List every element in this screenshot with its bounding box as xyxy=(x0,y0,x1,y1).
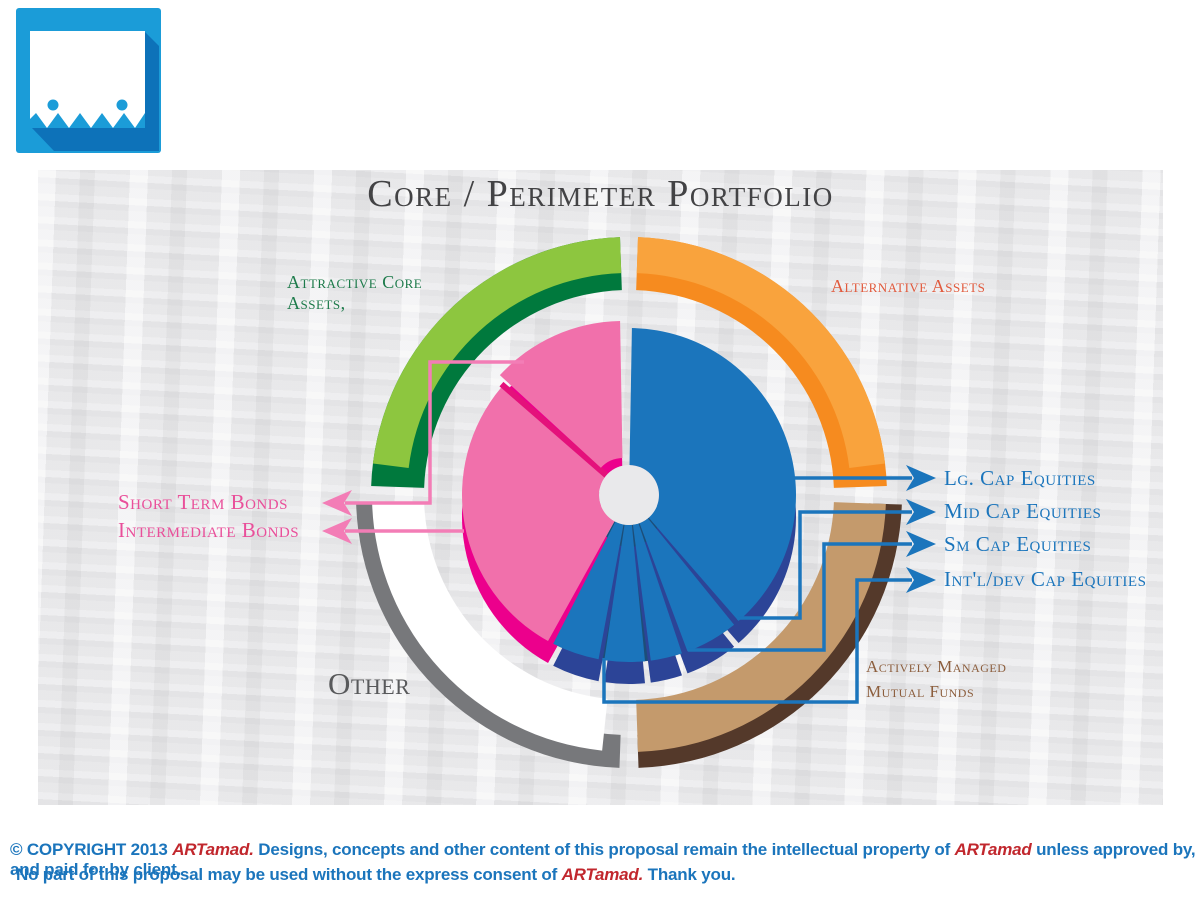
callout-line-intl-cap xyxy=(602,578,912,704)
copyright-line-2: No part of this proposal may be used wit… xyxy=(16,865,736,885)
ring-label-other: Other xyxy=(328,666,411,701)
ring-segment-alternative-assets xyxy=(636,237,886,468)
pie-slice-intl-dev-cap-equities xyxy=(604,524,646,662)
ring-label-alternative-assets: Alternative Assets xyxy=(831,276,986,296)
ring-label-attractive-core-assets: Attractive Core Assets, xyxy=(287,272,423,313)
pie-slice-mid-cap-equities xyxy=(639,518,735,652)
pink-slice-divider xyxy=(499,381,613,481)
logo-dot-right xyxy=(116,99,128,111)
copyright-segment: Designs, concepts and other content of t… xyxy=(253,840,955,859)
slice-label-sm-cap-equities: Sm Cap Equities xyxy=(944,532,1092,556)
copyright-segment: No part of this proposal may be used wit… xyxy=(16,865,562,884)
ring-segment-other xyxy=(372,502,608,751)
donut-hole xyxy=(599,465,659,525)
callout-arrow-lg-cap xyxy=(906,465,936,491)
ring-depth-attractive-core-assets xyxy=(371,237,622,488)
callout-arrow-sm-cap xyxy=(906,531,936,557)
copyright-line-1: © COPYRIGHT 2013 ARTamad. Designs, conce… xyxy=(10,840,1200,880)
callout-arrow-intermediate xyxy=(322,518,352,544)
pie-slice-lg-cap-equities xyxy=(629,328,796,622)
copyright-segment: Thank you. xyxy=(643,865,736,884)
callout-line-sm-cap xyxy=(688,542,912,652)
slice-label-mid-cap-equities: Mid Cap Equities xyxy=(944,499,1102,523)
pie-slice-thin-blue-slice xyxy=(553,521,624,660)
ring-segment-attractive-core-assets xyxy=(372,237,622,468)
callout-line-mid-cap xyxy=(737,510,912,620)
copyright-segment: © COPYRIGHT 2013 xyxy=(10,840,173,859)
pie-slice-short-term-bonds xyxy=(499,321,623,468)
page-title: Core / Perimeter Portfolio xyxy=(367,173,834,215)
copyright-segment: ARTamad xyxy=(954,840,1032,859)
callout-arrow-intl-cap xyxy=(906,567,936,593)
slice-label-lg-cap-equities: Lg. Cap Equities xyxy=(944,466,1096,490)
logo-dot-left xyxy=(47,99,59,111)
slice-label-intermediate-bonds: Intermediate Bonds xyxy=(118,518,300,542)
copyright-segment: ARTamad. xyxy=(561,865,644,884)
slice-label-intl-dev-cap-equities: Int'l/dev Cap Equities xyxy=(944,567,1147,591)
logo-shadow xyxy=(32,32,159,151)
copyright-segment: ARTamad. xyxy=(172,840,254,859)
callout-arrow-short-term xyxy=(322,490,352,516)
ring-depth-alternative-assets xyxy=(636,237,887,488)
callout-arrow-mid-cap xyxy=(906,499,936,525)
slice-label-short-term-bonds: Short Term Bonds xyxy=(118,490,288,514)
ring-label-actively-managed-mutual-funds: Actively Managed Mutual Funds xyxy=(866,657,1007,701)
copyright-segment: unless approved by, and paid for by clie… xyxy=(10,840,1196,879)
callout-line-short-term xyxy=(345,360,524,505)
pie-slice-sm-cap-equities xyxy=(632,523,682,661)
artamad-logo xyxy=(16,8,161,153)
logo-document-icon xyxy=(30,31,145,128)
